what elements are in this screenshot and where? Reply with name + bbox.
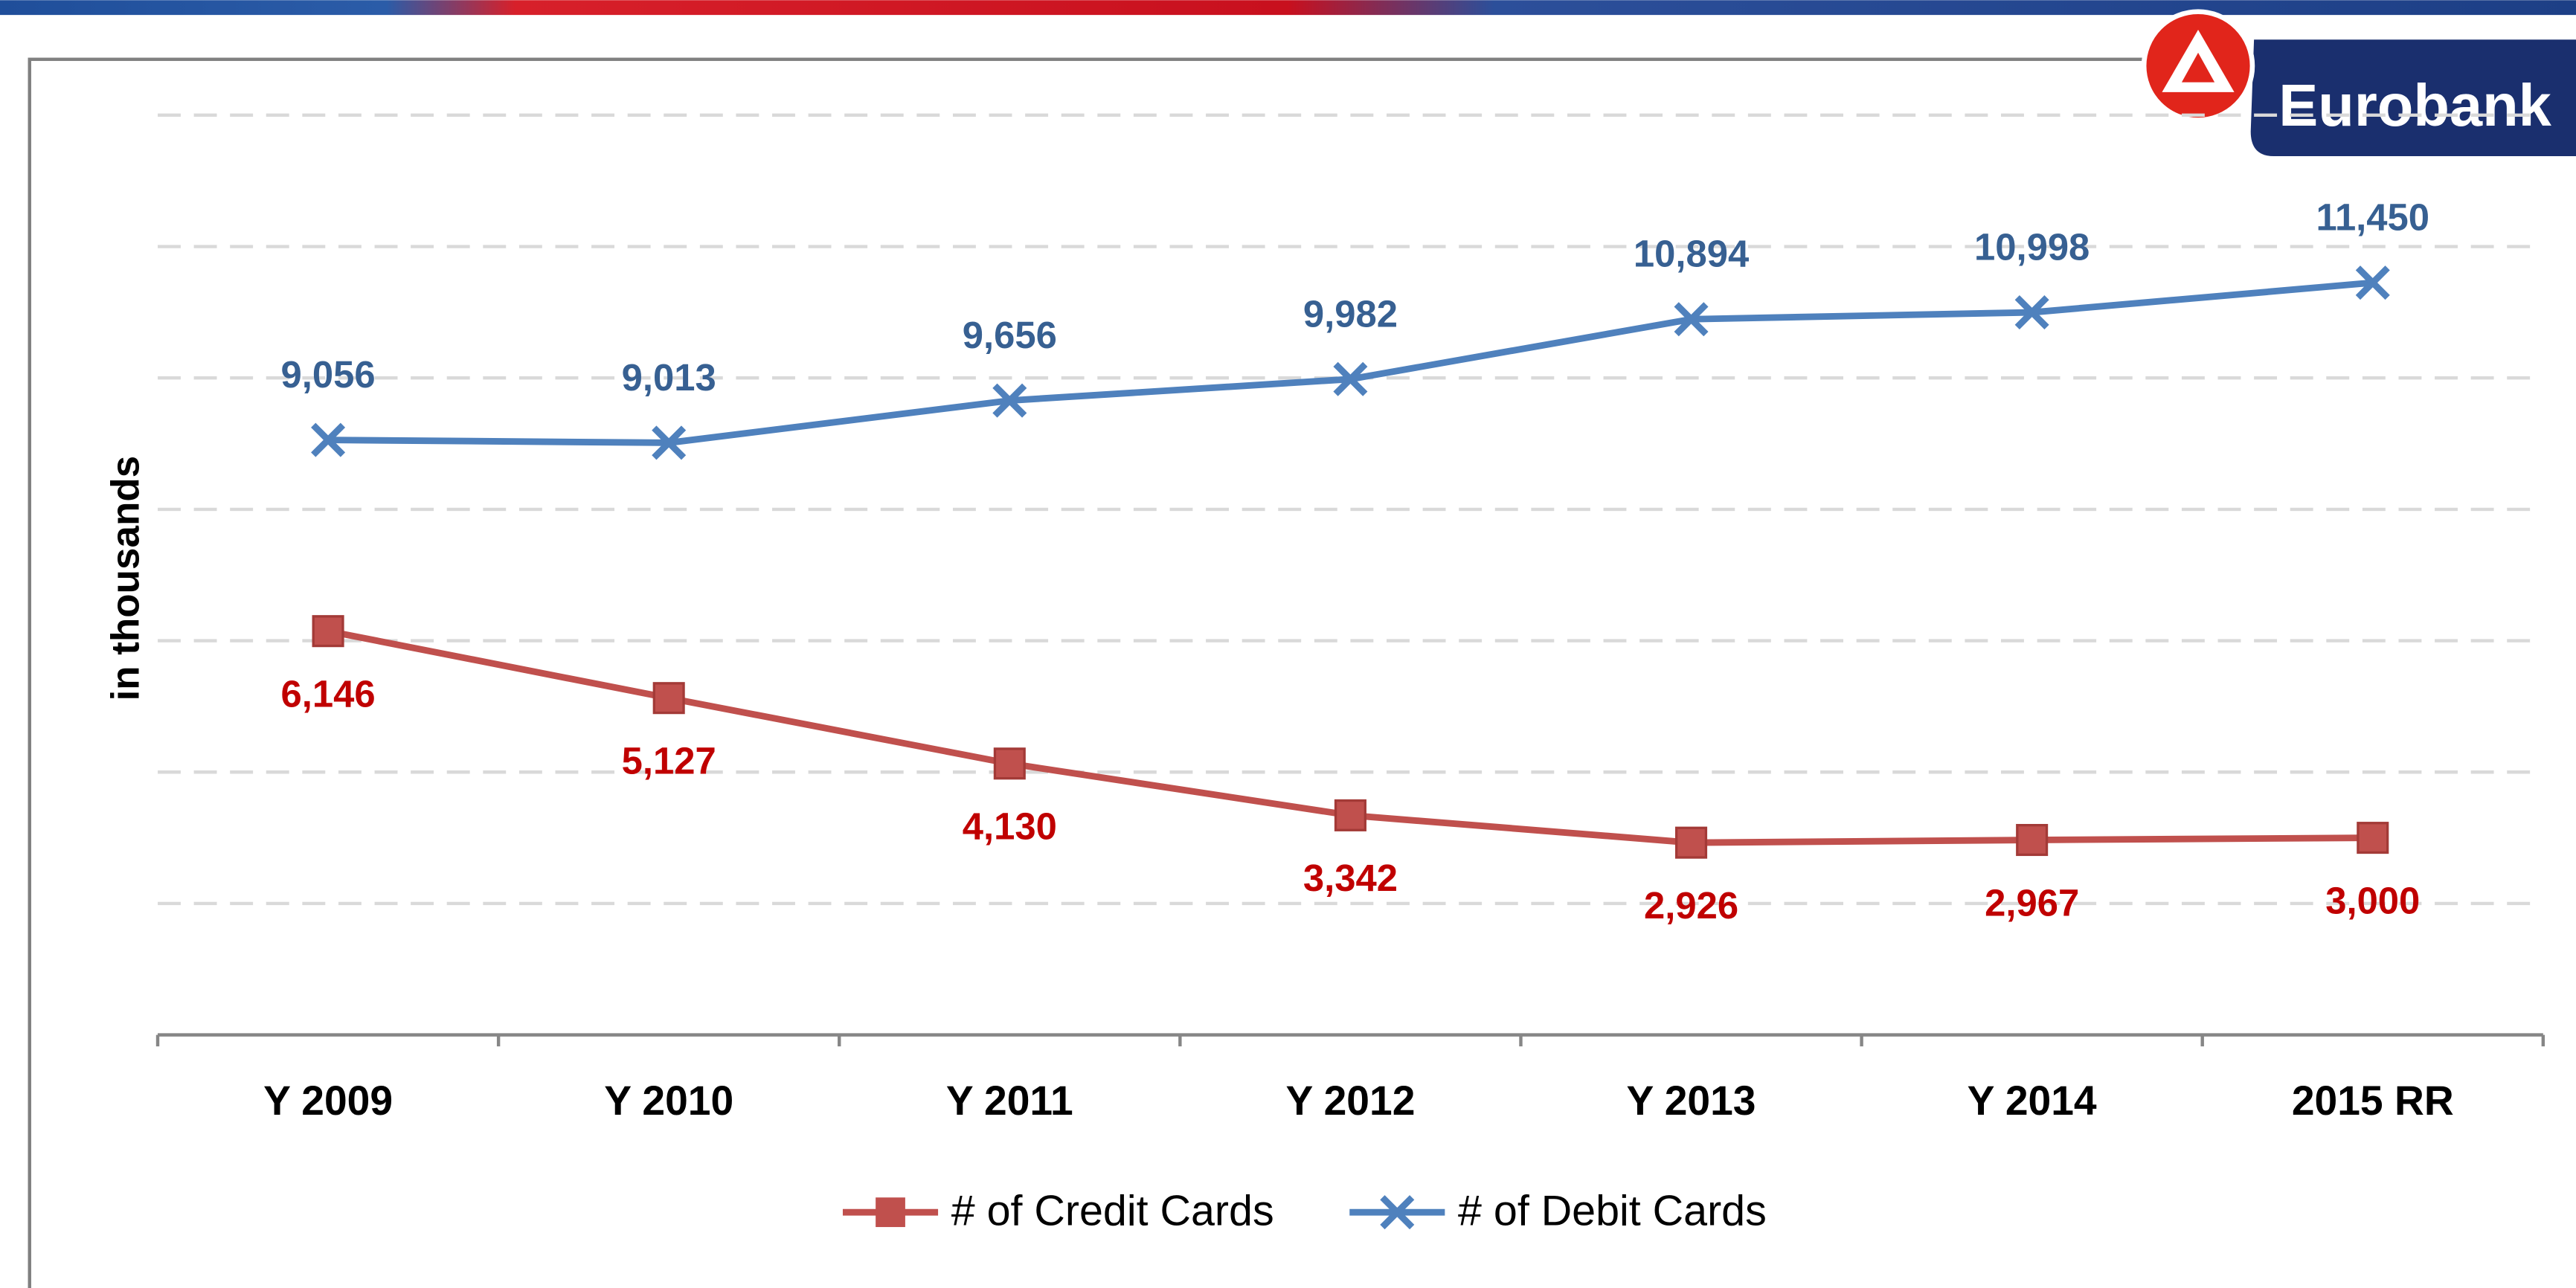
- legend-marker: [1380, 1195, 1415, 1230]
- data-label: 2,967: [1985, 881, 2079, 924]
- data-label: 9,982: [1303, 292, 1398, 335]
- data-label: 2,926: [1644, 884, 1738, 927]
- legend-label: # of Debit Cards: [1458, 1188, 1767, 1235]
- x-tick-label: Y 2012: [1285, 1078, 1415, 1124]
- logo-plate: [2250, 39, 2576, 157]
- logo-mark: [2162, 30, 2235, 92]
- data-point: [1674, 302, 1709, 337]
- x-tick-label: Y 2010: [604, 1078, 733, 1124]
- data-point: [993, 747, 1026, 780]
- series: 6,146 5,127 4,130 3,342 2,926 2,967 3,000: [281, 615, 2420, 927]
- data-label: 9,656: [963, 314, 1057, 356]
- data-label: 9,056: [281, 353, 376, 396]
- x-tick-label: Y 2011: [946, 1078, 1073, 1124]
- data-point: [2014, 295, 2049, 330]
- data-point: [992, 383, 1027, 418]
- data-point: [2357, 822, 2389, 854]
- data-label: 5,127: [622, 739, 716, 782]
- x-tick-label: 2015 RR: [2292, 1078, 2454, 1124]
- legend-label: # of Credit Cards: [951, 1188, 1274, 1235]
- data-label: 9,013: [622, 356, 716, 399]
- data-label: 4,130: [963, 805, 1057, 848]
- logo-text: Eurobank: [2278, 72, 2551, 138]
- x-tick-label: Y 2013: [1627, 1078, 1756, 1124]
- legend-item: # of Credit Cards: [842, 1188, 1274, 1235]
- data-label: 10,998: [1974, 226, 2090, 268]
- x-tick-label: Y 2009: [263, 1078, 393, 1124]
- data-label: 11,450: [2316, 196, 2430, 239]
- top-banner: [0, 0, 2576, 16]
- legend-item: # of Debit Cards: [1349, 1188, 1767, 1235]
- legend-marker: [876, 1197, 905, 1228]
- data-label: 10,894: [1634, 233, 1749, 275]
- data-label: 6,146: [281, 672, 376, 715]
- data-point: [1333, 361, 1368, 396]
- data-point: [1675, 826, 1708, 859]
- data-label: 3,000: [2325, 879, 2420, 921]
- data-point: [652, 682, 685, 715]
- data-point: [2355, 265, 2390, 300]
- logo: Eurobank: [2141, 9, 2576, 157]
- frame: [28, 57, 2576, 1288]
- series: 9,056 9,013 9,656 9,982 10,894 10,998 11,450: [281, 196, 2430, 460]
- x-tick-label: Y 2014: [1968, 1078, 2097, 1124]
- data-label: 3,342: [1303, 857, 1398, 899]
- data-point: [652, 425, 687, 460]
- logo-circle: [2141, 9, 2255, 123]
- data-point: [2016, 823, 2049, 857]
- y-axis-label: in thousands: [103, 456, 147, 701]
- data-point: [1334, 799, 1366, 831]
- data-point: [311, 422, 346, 457]
- data-point: [312, 615, 344, 648]
